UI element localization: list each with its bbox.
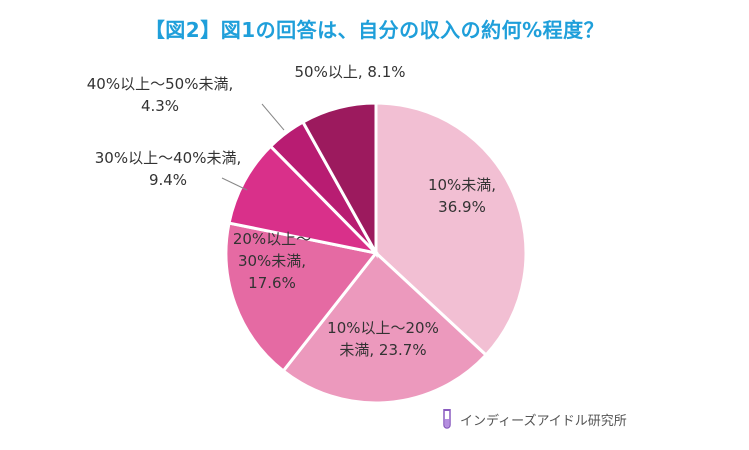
slice-labels: 10%未満, 36.9% 10%以上～20% 未満, 23.7% 20%以上～ 30%未満… (87, 63, 496, 359)
slice-label-4: 30%以上～40%未満, 9.4% (95, 149, 241, 189)
slice-label-5: 40%以上～50%未満, 4.3% (87, 75, 233, 115)
slice-label-line: 20%以上～ (233, 230, 311, 248)
leader-line-4 (221, 177, 248, 191)
slice-label-line: 9.4% (149, 171, 187, 189)
pie-slice-2 (281, 250, 489, 405)
credit-text: インディーズアイドル研究所 (460, 413, 627, 429)
leader-line-5 (261, 103, 285, 131)
pie-slice-6 (300, 101, 378, 259)
test-tube-icon (443, 409, 451, 429)
slice-label-1: 10%未満, 36.9% (428, 176, 496, 216)
slice-label-line: 17.6% (248, 274, 296, 292)
leader-lines (221, 103, 285, 191)
slice-label-line: 50%以上, 8.1% (295, 63, 406, 81)
pie-slice-3 (224, 221, 379, 374)
pie-slices (224, 101, 528, 405)
slice-label-line: 10%以上～20% (327, 319, 439, 337)
slice-label-line: 未満, 23.7% (339, 341, 426, 359)
slice-label-line: 40%以上～50%未満, (87, 75, 233, 93)
chart-title: 【図2】図1の回答は、自分の収入の約何%程度？ (144, 18, 605, 42)
slice-label-line: 30%以上～40%未満, (95, 149, 241, 167)
slice-label-line: 36.9% (438, 198, 486, 216)
slice-label-line: 4.3% (141, 97, 179, 115)
slice-label-2: 10%以上～20% 未満, 23.7% (327, 319, 439, 359)
pie-slice-4 (227, 144, 381, 256)
slice-label-line: 30%未満, (238, 252, 306, 270)
pie-slice-1 (374, 101, 528, 358)
slice-label-line: 10%未満, (428, 176, 496, 194)
credit: インディーズアイドル研究所 (440, 408, 627, 430)
slice-label-6: 50%以上, 8.1% (295, 63, 406, 81)
slice-label-3: 20%以上～ 30%未満, 17.6% (233, 230, 311, 292)
